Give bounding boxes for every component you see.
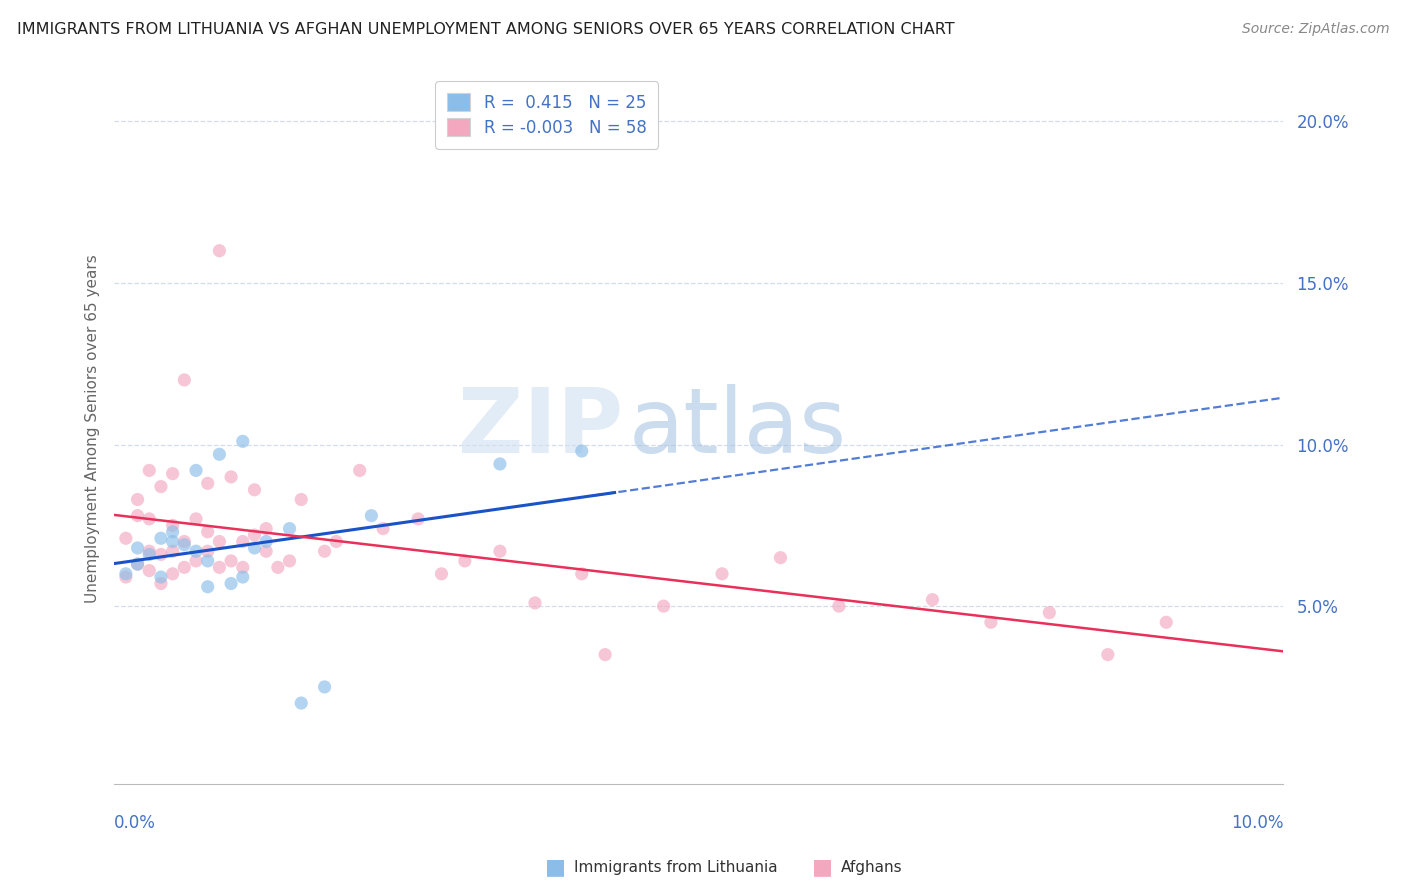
Point xyxy=(138,512,160,526)
Point xyxy=(219,554,242,568)
Point xyxy=(149,576,172,591)
Text: ■: ■ xyxy=(546,857,565,877)
Legend: R =  0.415   N = 25, R = -0.003   N = 58: R = 0.415 N = 25, R = -0.003 N = 58 xyxy=(436,81,658,149)
Point xyxy=(149,570,172,584)
Point xyxy=(173,560,195,574)
Point xyxy=(138,463,160,477)
Point xyxy=(828,599,851,614)
Point xyxy=(184,544,207,558)
Point xyxy=(184,463,207,477)
Point xyxy=(162,467,184,481)
Point xyxy=(360,508,382,523)
Point xyxy=(197,580,219,594)
Point xyxy=(127,557,149,571)
Point xyxy=(232,570,254,584)
Y-axis label: Unemployment Among Seniors over 65 years: Unemployment Among Seniors over 65 years xyxy=(86,254,100,603)
Point xyxy=(406,512,429,526)
Point xyxy=(115,531,138,545)
Point xyxy=(162,566,184,581)
Point xyxy=(162,524,184,539)
Point xyxy=(208,560,231,574)
Point xyxy=(149,548,172,562)
Point xyxy=(208,534,231,549)
Point xyxy=(138,548,160,562)
Point xyxy=(524,596,547,610)
Point xyxy=(127,541,149,555)
Text: 10.0%: 10.0% xyxy=(1230,814,1284,832)
Point xyxy=(571,444,593,458)
Point xyxy=(290,696,312,710)
Point xyxy=(162,518,184,533)
Point xyxy=(278,522,301,536)
Point xyxy=(430,566,453,581)
Point xyxy=(243,483,266,497)
Point xyxy=(149,479,172,493)
Text: 0.0%: 0.0% xyxy=(114,814,156,832)
Point xyxy=(711,566,734,581)
Text: ZIP: ZIP xyxy=(457,384,623,473)
Point xyxy=(267,560,290,574)
Point xyxy=(138,564,160,578)
Point xyxy=(115,570,138,584)
Point xyxy=(197,476,219,491)
Point xyxy=(278,554,301,568)
Point xyxy=(325,534,347,549)
Text: Afghans: Afghans xyxy=(841,860,903,874)
Point xyxy=(571,566,593,581)
Point xyxy=(173,373,195,387)
Point xyxy=(314,680,336,694)
Point xyxy=(208,447,231,461)
Point xyxy=(232,434,254,449)
Text: ■: ■ xyxy=(813,857,832,877)
Point xyxy=(138,544,160,558)
Point xyxy=(489,544,512,558)
Point xyxy=(162,534,184,549)
Point xyxy=(173,538,195,552)
Point xyxy=(197,554,219,568)
Point xyxy=(593,648,616,662)
Point xyxy=(254,522,277,536)
Point xyxy=(769,550,792,565)
Point xyxy=(349,463,371,477)
Point xyxy=(314,544,336,558)
Point xyxy=(232,560,254,574)
Point xyxy=(184,512,207,526)
Point xyxy=(371,522,394,536)
Text: Immigrants from Lithuania: Immigrants from Lithuania xyxy=(574,860,778,874)
Point xyxy=(1038,606,1060,620)
Point xyxy=(1097,648,1119,662)
Point xyxy=(127,492,149,507)
Point xyxy=(652,599,675,614)
Point xyxy=(184,554,207,568)
Point xyxy=(219,576,242,591)
Point xyxy=(232,534,254,549)
Text: IMMIGRANTS FROM LITHUANIA VS AFGHAN UNEMPLOYMENT AMONG SENIORS OVER 65 YEARS COR: IMMIGRANTS FROM LITHUANIA VS AFGHAN UNEM… xyxy=(17,22,955,37)
Point xyxy=(197,524,219,539)
Point xyxy=(254,534,277,549)
Point xyxy=(254,544,277,558)
Point xyxy=(127,508,149,523)
Point xyxy=(290,492,312,507)
Point xyxy=(197,544,219,558)
Point xyxy=(162,544,184,558)
Point xyxy=(489,457,512,471)
Point xyxy=(921,592,943,607)
Point xyxy=(208,244,231,258)
Point xyxy=(173,534,195,549)
Point xyxy=(115,566,138,581)
Point xyxy=(243,541,266,555)
Point xyxy=(127,557,149,571)
Point xyxy=(454,554,477,568)
Text: Source: ZipAtlas.com: Source: ZipAtlas.com xyxy=(1241,22,1389,37)
Text: atlas: atlas xyxy=(628,384,846,473)
Point xyxy=(980,615,1002,630)
Point xyxy=(219,470,242,484)
Point xyxy=(243,528,266,542)
Point xyxy=(1154,615,1177,630)
Point xyxy=(149,531,172,545)
